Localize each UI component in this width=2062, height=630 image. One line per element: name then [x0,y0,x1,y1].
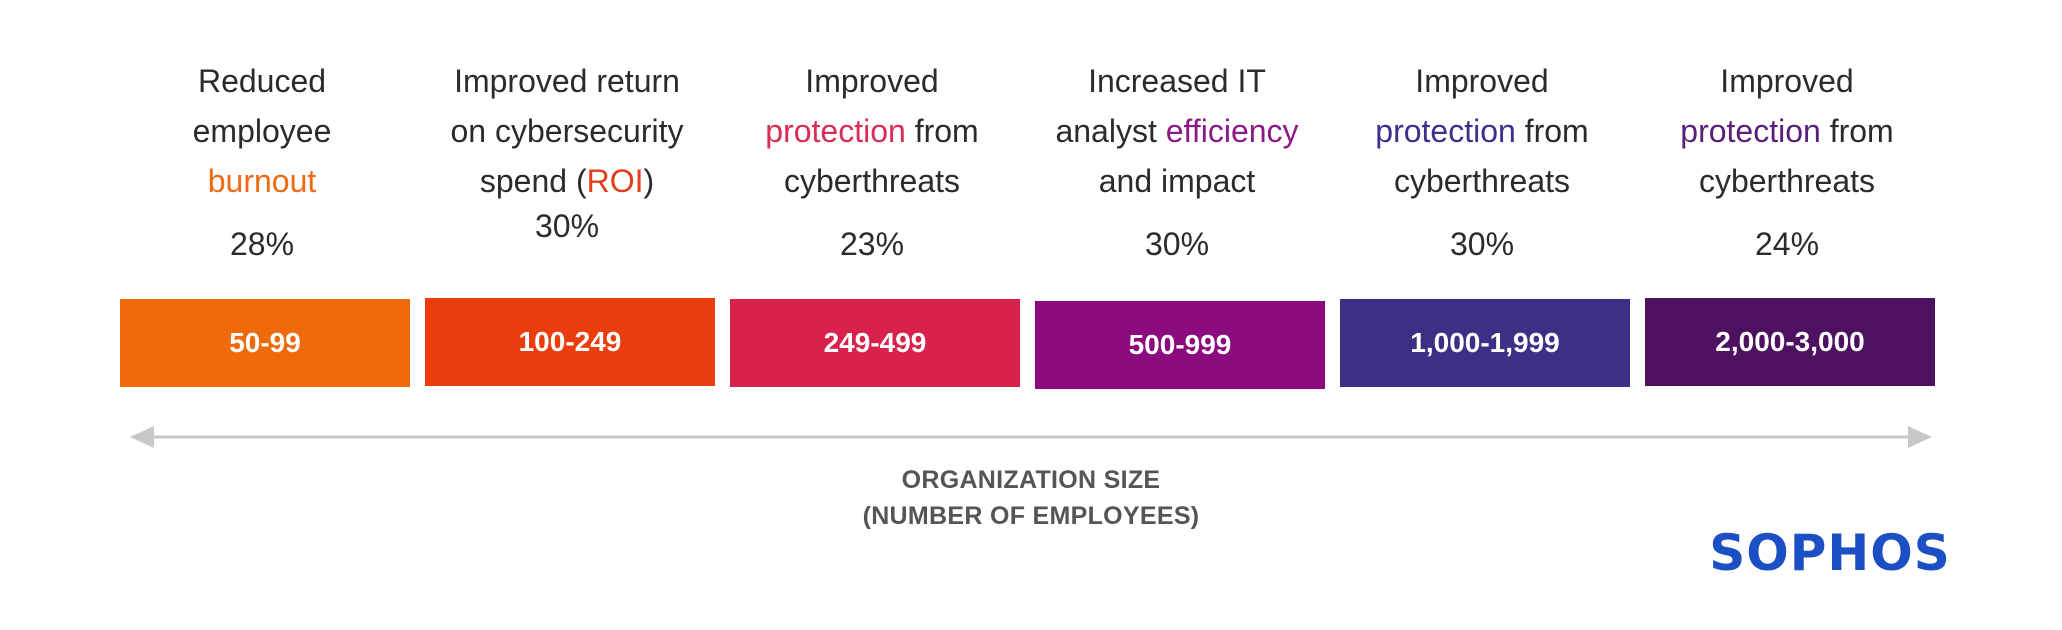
benefit-word: cyberthreats [1393,163,1571,199]
highlight-word: efficiency [1165,113,1299,149]
size-bar-1000-1999: 1,000-1,999 [1340,299,1630,387]
benefit-text: Improved protection from cyberthreats [720,56,1024,206]
benefit-text: Increased IT analyst efficiency and impa… [1025,56,1329,206]
arrow-left-icon [130,426,154,448]
benefit-line: protection from [1330,106,1634,156]
axis-subtitle: (NUMBER OF EMPLOYEES) [862,502,1200,530]
benefit-line: Improved [1330,56,1634,106]
benefit-word: Reduced [197,63,327,99]
benefit-line: protection from [720,106,1024,156]
benefit-column-500-999: Increased IT analyst efficiency and impa… [1025,0,1329,400]
arrow-right-icon [1908,426,1932,448]
double-arrow-axis [130,426,1932,448]
size-bar-500-999: 500-999 [1035,301,1325,389]
benefit-line: Improved return [415,56,719,106]
benefit-word: Increased IT [1088,63,1266,99]
benefit-line: employee [110,106,414,156]
benefit-word: Improved [1415,63,1549,99]
benefit-word: on cybersecurity [450,113,684,149]
benefit-line: analyst efficiency [1025,106,1329,156]
benefit-line: protection from [1635,106,1939,156]
benefit-line: burnout [110,156,414,206]
benefit-column-100-249: Improved return on cybersecurity spend (… [415,0,719,400]
size-bar-2000-3000: 2,000-3,000 [1645,298,1935,386]
benefit-word: Improved return [454,63,680,99]
benefit-word: employee [192,113,332,149]
benefit-line: Increased IT [1025,56,1329,106]
benefit-word: from [1515,113,1589,149]
benefit-line: and impact [1025,156,1329,206]
benefit-percent: 24% [1754,226,1820,262]
benefit-line: spend (ROI) [415,156,719,206]
highlight-word: protection [1375,113,1516,149]
sophos-logo: SOPHOS [1700,524,1960,582]
benefit-word: cyberthreats [783,163,961,199]
axis-title: ORGANIZATION SIZE [901,466,1161,494]
size-bar-249-499: 249-499 [730,299,1020,387]
size-bar-100-249: 100-249 [425,298,715,386]
benefit-word: ) [643,163,655,199]
benefit-line: Improved [720,56,1024,106]
benefit-word: from [1820,113,1894,149]
benefit-line: Reduced [110,56,414,106]
benefit-word: cyberthreats [1698,163,1876,199]
benefit-word: Improved [1720,63,1854,99]
highlight-word: protection [765,113,906,149]
benefit-column-50-99: Reduced employee burnout 28% 50-99 [110,0,414,400]
benefit-word: spend ( [479,163,587,199]
highlight-word: ROI [586,163,644,199]
benefit-columns: Reduced employee burnout 28% 50-99 Impro… [110,0,1939,400]
highlight-word: protection [1680,113,1821,149]
benefit-percent: 23% [839,226,905,262]
benefit-word: Improved [805,63,939,99]
size-bar-50-99: 50-99 [120,299,410,387]
benefit-line: cyberthreats [720,156,1024,206]
benefit-column-2000-3000: Improved protection from cyberthreats 24… [1635,0,1939,400]
benefit-text: Improved protection from cyberthreats [1330,56,1634,206]
benefit-text: Improved protection from cyberthreats [1635,56,1939,206]
benefit-line: Improved [1635,56,1939,106]
logo-wordmark: SOPHOS [1709,524,1951,582]
benefit-word: analyst [1055,113,1166,149]
benefit-line: cyberthreats [1635,156,1939,206]
benefit-line: on cybersecurity [415,106,719,156]
benefit-percent: 28% [229,226,295,262]
benefit-column-249-499: Improved protection from cyberthreats 23… [720,0,1024,400]
benefit-column-1000-1999: Improved protection from cyberthreats 30… [1330,0,1634,400]
benefit-text: Improved return on cybersecurity spend (… [415,56,719,206]
benefit-percent: 30% [534,208,600,244]
benefit-word: and impact [1098,163,1256,199]
benefit-text: Reduced employee burnout [110,56,414,206]
benefit-line: cyberthreats [1330,156,1634,206]
benefit-word: from [905,113,979,149]
benefit-percent: 30% [1144,226,1210,262]
highlight-word: burnout [207,163,317,199]
benefit-percent: 30% [1449,226,1515,262]
